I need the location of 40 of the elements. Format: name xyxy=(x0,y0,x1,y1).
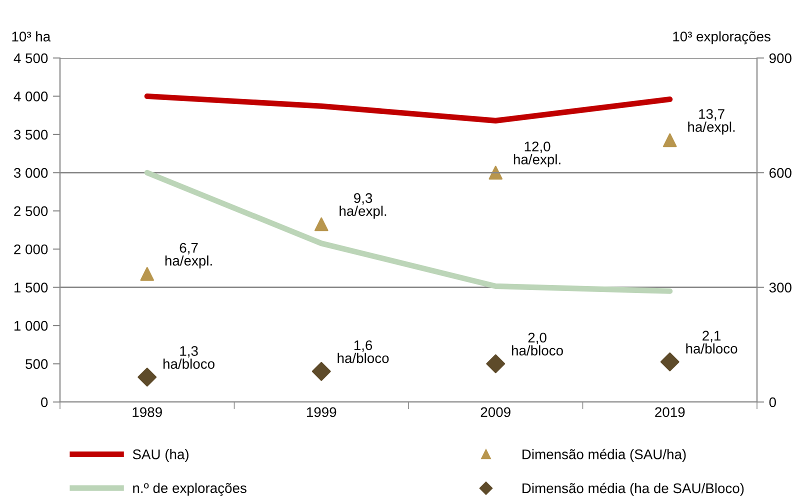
y-tick-label: 500 xyxy=(26,359,48,369)
y-tick-label: 2 000 xyxy=(14,244,48,254)
annotation: 1,3 ha/bloco xyxy=(164,346,214,369)
x-tick-label: 1999 xyxy=(306,407,336,418)
point xyxy=(140,267,154,281)
point xyxy=(312,362,331,381)
annotation: 6,7 ha/expl. xyxy=(165,242,212,268)
y-tick-label: 2 500 xyxy=(14,206,48,216)
legend-label: Dimensão média (SAU/ha) xyxy=(522,448,686,462)
y-tick-label: 3 000 xyxy=(14,168,48,178)
annotation: 2,1 ha/bloco xyxy=(686,330,738,354)
legend-label: Dimensão média (ha de SAU/Bloco) xyxy=(522,482,744,496)
y2-tick-label: 300 xyxy=(769,282,792,293)
y2-tick-label: 0 xyxy=(769,397,776,408)
x-tick-label: 2009 xyxy=(480,407,510,418)
annotation: 9,3 ha/expl. xyxy=(340,193,386,219)
y-axis-title: 10³ ha xyxy=(12,31,51,42)
y-tick-label: 1 500 xyxy=(14,282,48,293)
point xyxy=(486,354,506,374)
y2-axis-title: 10³ explorações xyxy=(673,31,770,44)
annotation: 2,0 ha/bloco xyxy=(512,332,563,356)
y-tick-label: 0 xyxy=(41,397,48,408)
y-tick-label: 4 500 xyxy=(14,53,48,64)
point xyxy=(662,133,677,148)
y-tick-label: 3 500 xyxy=(14,130,48,140)
legend-label: SAU (ha) xyxy=(132,449,188,462)
y2-tick-label: 900 xyxy=(769,53,792,64)
point xyxy=(488,166,503,180)
legend-label: n.º de explorações xyxy=(133,482,246,496)
x-tick-label: 2019 xyxy=(655,407,685,418)
annotation: 12,0 ha/expl. xyxy=(514,142,560,168)
point xyxy=(660,352,680,372)
point xyxy=(138,368,157,387)
x-tick-label: 1989 xyxy=(132,407,162,418)
y-tick-label: 4 000 xyxy=(14,92,48,102)
annotation: 1,6 ha/bloco xyxy=(338,340,389,364)
annotation: 13,7 ha/expl. xyxy=(688,109,735,135)
y2-tick-label: 600 xyxy=(770,168,792,178)
y-tick-label: 1 000 xyxy=(14,320,48,331)
point xyxy=(314,217,328,232)
